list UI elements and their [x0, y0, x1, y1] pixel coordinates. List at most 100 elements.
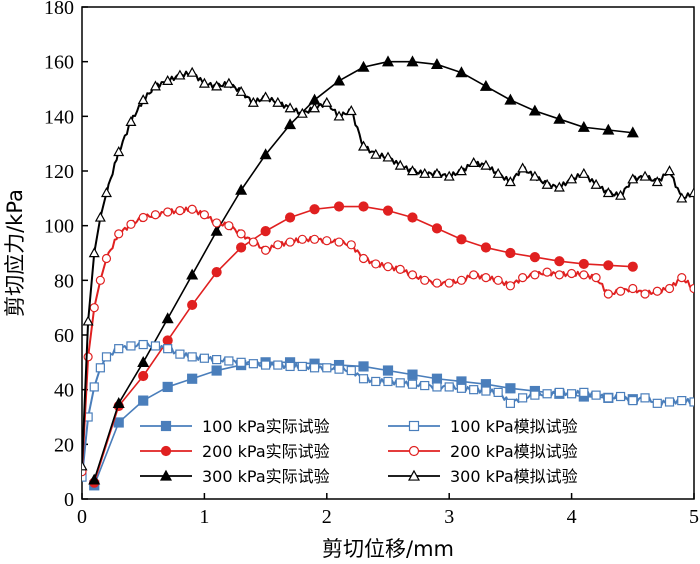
data-point	[333, 201, 345, 212]
data-point	[407, 270, 418, 280]
data-point	[138, 370, 149, 382]
data-point	[162, 381, 173, 393]
data-point	[82, 460, 88, 471]
legend-label: 100 kPa模拟试验	[450, 417, 578, 436]
data-point	[149, 80, 161, 91]
data-point	[420, 380, 430, 391]
data-point	[82, 472, 87, 482]
data-point	[542, 267, 552, 277]
legend-label: 300 kPa实际试验	[202, 467, 330, 486]
data-point	[248, 359, 258, 369]
data-point	[602, 187, 614, 198]
data-point	[334, 364, 344, 374]
data-point	[260, 226, 271, 237]
data-point	[187, 204, 197, 214]
data-point	[640, 393, 650, 403]
y-tick-label: 60	[54, 325, 74, 347]
data-point	[577, 120, 590, 132]
legend-item: 200 kPa模拟试验	[388, 442, 578, 461]
data-point	[627, 173, 639, 184]
data-point	[383, 262, 393, 272]
legend-label: 300 kPa模拟试验	[450, 467, 578, 486]
data-point	[187, 352, 197, 362]
x-tick-label: 4	[567, 506, 577, 528]
data-point	[321, 96, 333, 107]
data-point	[628, 396, 638, 406]
data-point	[591, 390, 601, 400]
data-point	[345, 105, 357, 116]
data-point	[89, 303, 99, 313]
data-point	[602, 123, 615, 135]
data-point	[296, 107, 308, 118]
data-point	[579, 270, 589, 280]
data-point	[95, 275, 105, 285]
legend-item: 300 kPa模拟试验	[388, 467, 578, 486]
legend-item: 100 kPa模拟试验	[388, 417, 578, 436]
series-layer	[82, 55, 694, 491]
data-point	[542, 389, 552, 399]
data-point	[89, 382, 99, 392]
data-point	[211, 80, 223, 91]
data-point	[664, 165, 676, 176]
data-point	[529, 252, 540, 263]
data-point	[333, 74, 346, 86]
data-point	[358, 140, 370, 151]
data-point	[309, 234, 320, 244]
data-point	[224, 221, 234, 231]
data-point	[114, 229, 124, 239]
data-point	[480, 242, 492, 253]
y-tick-label: 120	[44, 161, 74, 183]
legend-swatch-marker	[160, 420, 172, 432]
legend-label: 200 kPa实际试验	[202, 442, 330, 461]
legend-swatch-marker	[408, 445, 420, 457]
y-tick-label: 180	[44, 0, 74, 19]
data-point	[432, 278, 442, 288]
data-point	[247, 96, 259, 107]
data-point	[333, 110, 345, 121]
data-point	[566, 173, 578, 184]
series-6	[82, 66, 694, 471]
data-point	[505, 247, 516, 259]
data-point	[554, 270, 564, 280]
data-point	[493, 387, 503, 397]
data-point	[615, 189, 627, 200]
data-point	[479, 79, 492, 91]
data-point	[664, 397, 675, 407]
y-tick-label: 100	[44, 216, 74, 238]
data-point	[358, 201, 369, 212]
x-tick-label: 5	[689, 506, 699, 528]
data-point	[297, 361, 307, 372]
data-point	[334, 237, 344, 247]
data-point	[627, 261, 638, 272]
data-point	[430, 58, 443, 70]
data-point	[284, 212, 296, 223]
data-point	[590, 178, 602, 189]
x-tick-label: 0	[77, 506, 87, 528]
data-point	[615, 286, 626, 296]
data-point	[371, 259, 381, 269]
data-point	[309, 102, 321, 113]
data-point	[615, 391, 626, 402]
data-point	[443, 170, 455, 181]
data-point	[261, 245, 271, 255]
data-point	[138, 339, 148, 350]
legend-item: 300 kPa实际试验	[140, 467, 330, 486]
data-point	[676, 192, 688, 203]
data-point	[236, 242, 247, 253]
data-point	[370, 148, 382, 159]
data-point	[677, 396, 687, 406]
y-axis-title: 剪切应力/kPa	[3, 189, 27, 317]
data-point	[640, 289, 650, 299]
data-point	[371, 376, 381, 387]
data-point	[198, 77, 210, 88]
data-point	[162, 335, 173, 346]
data-point	[138, 395, 149, 406]
series-3	[88, 55, 639, 485]
data-point	[469, 270, 479, 280]
data-point	[528, 104, 541, 116]
data-point	[358, 253, 369, 264]
data-point	[126, 219, 136, 229]
data-point	[381, 55, 395, 67]
data-point	[137, 356, 150, 367]
